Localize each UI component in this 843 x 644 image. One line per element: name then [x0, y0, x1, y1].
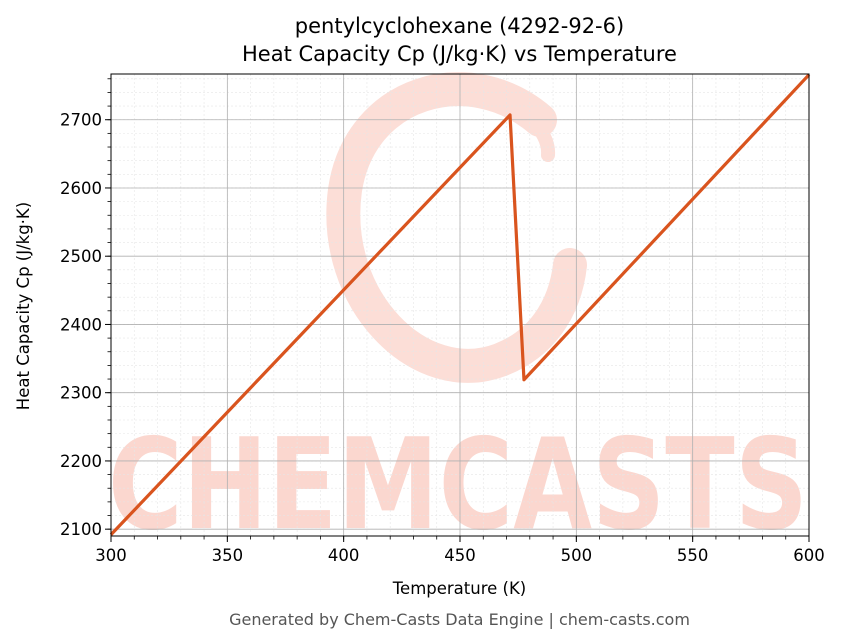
x-tick-label: 300	[95, 546, 127, 565]
grid-major	[110, 74, 810, 536]
x-tick-label: 550	[677, 546, 709, 565]
y-tick-label: 2400	[60, 315, 102, 334]
x-tick-label: 450	[444, 546, 476, 565]
y-tick-label: 2700	[60, 111, 102, 130]
x-tick-label: 350	[212, 546, 244, 565]
series-line-0	[109, 73, 811, 536]
y-tick-label: 2100	[60, 520, 102, 539]
x-axis-label: Temperature (K)	[392, 579, 526, 598]
watermark: CHEMCASTS	[108, 72, 808, 558]
y-axis-label: Heat Capacity Cp (J/kg·K)	[14, 202, 33, 410]
y-axis: 2100 2200 2300 2400 2500 2600 2700	[60, 78, 111, 539]
watermark-text: CHEMCASTS	[108, 411, 808, 558]
chart-subtitle: Heat Capacity Cp (J/kg·K) vs Temperature	[242, 42, 677, 66]
y-tick-label: 2600	[60, 179, 102, 198]
x-tick-label: 400	[328, 546, 360, 565]
chart-title: pentylcyclohexane (4292-92-6)	[295, 14, 624, 38]
y-tick-label: 2300	[60, 384, 102, 403]
y-tick-label: 2200	[60, 452, 102, 471]
series-layer	[109, 73, 811, 536]
x-tick-label: 600	[793, 546, 825, 565]
x-axis: 300 350 400 450 500 550 600	[95, 536, 825, 565]
y-tick-label: 2500	[60, 247, 102, 266]
x-tick-label: 500	[561, 546, 593, 565]
footer-credit: Generated by Chem-Casts Data Engine | ch…	[229, 610, 690, 629]
